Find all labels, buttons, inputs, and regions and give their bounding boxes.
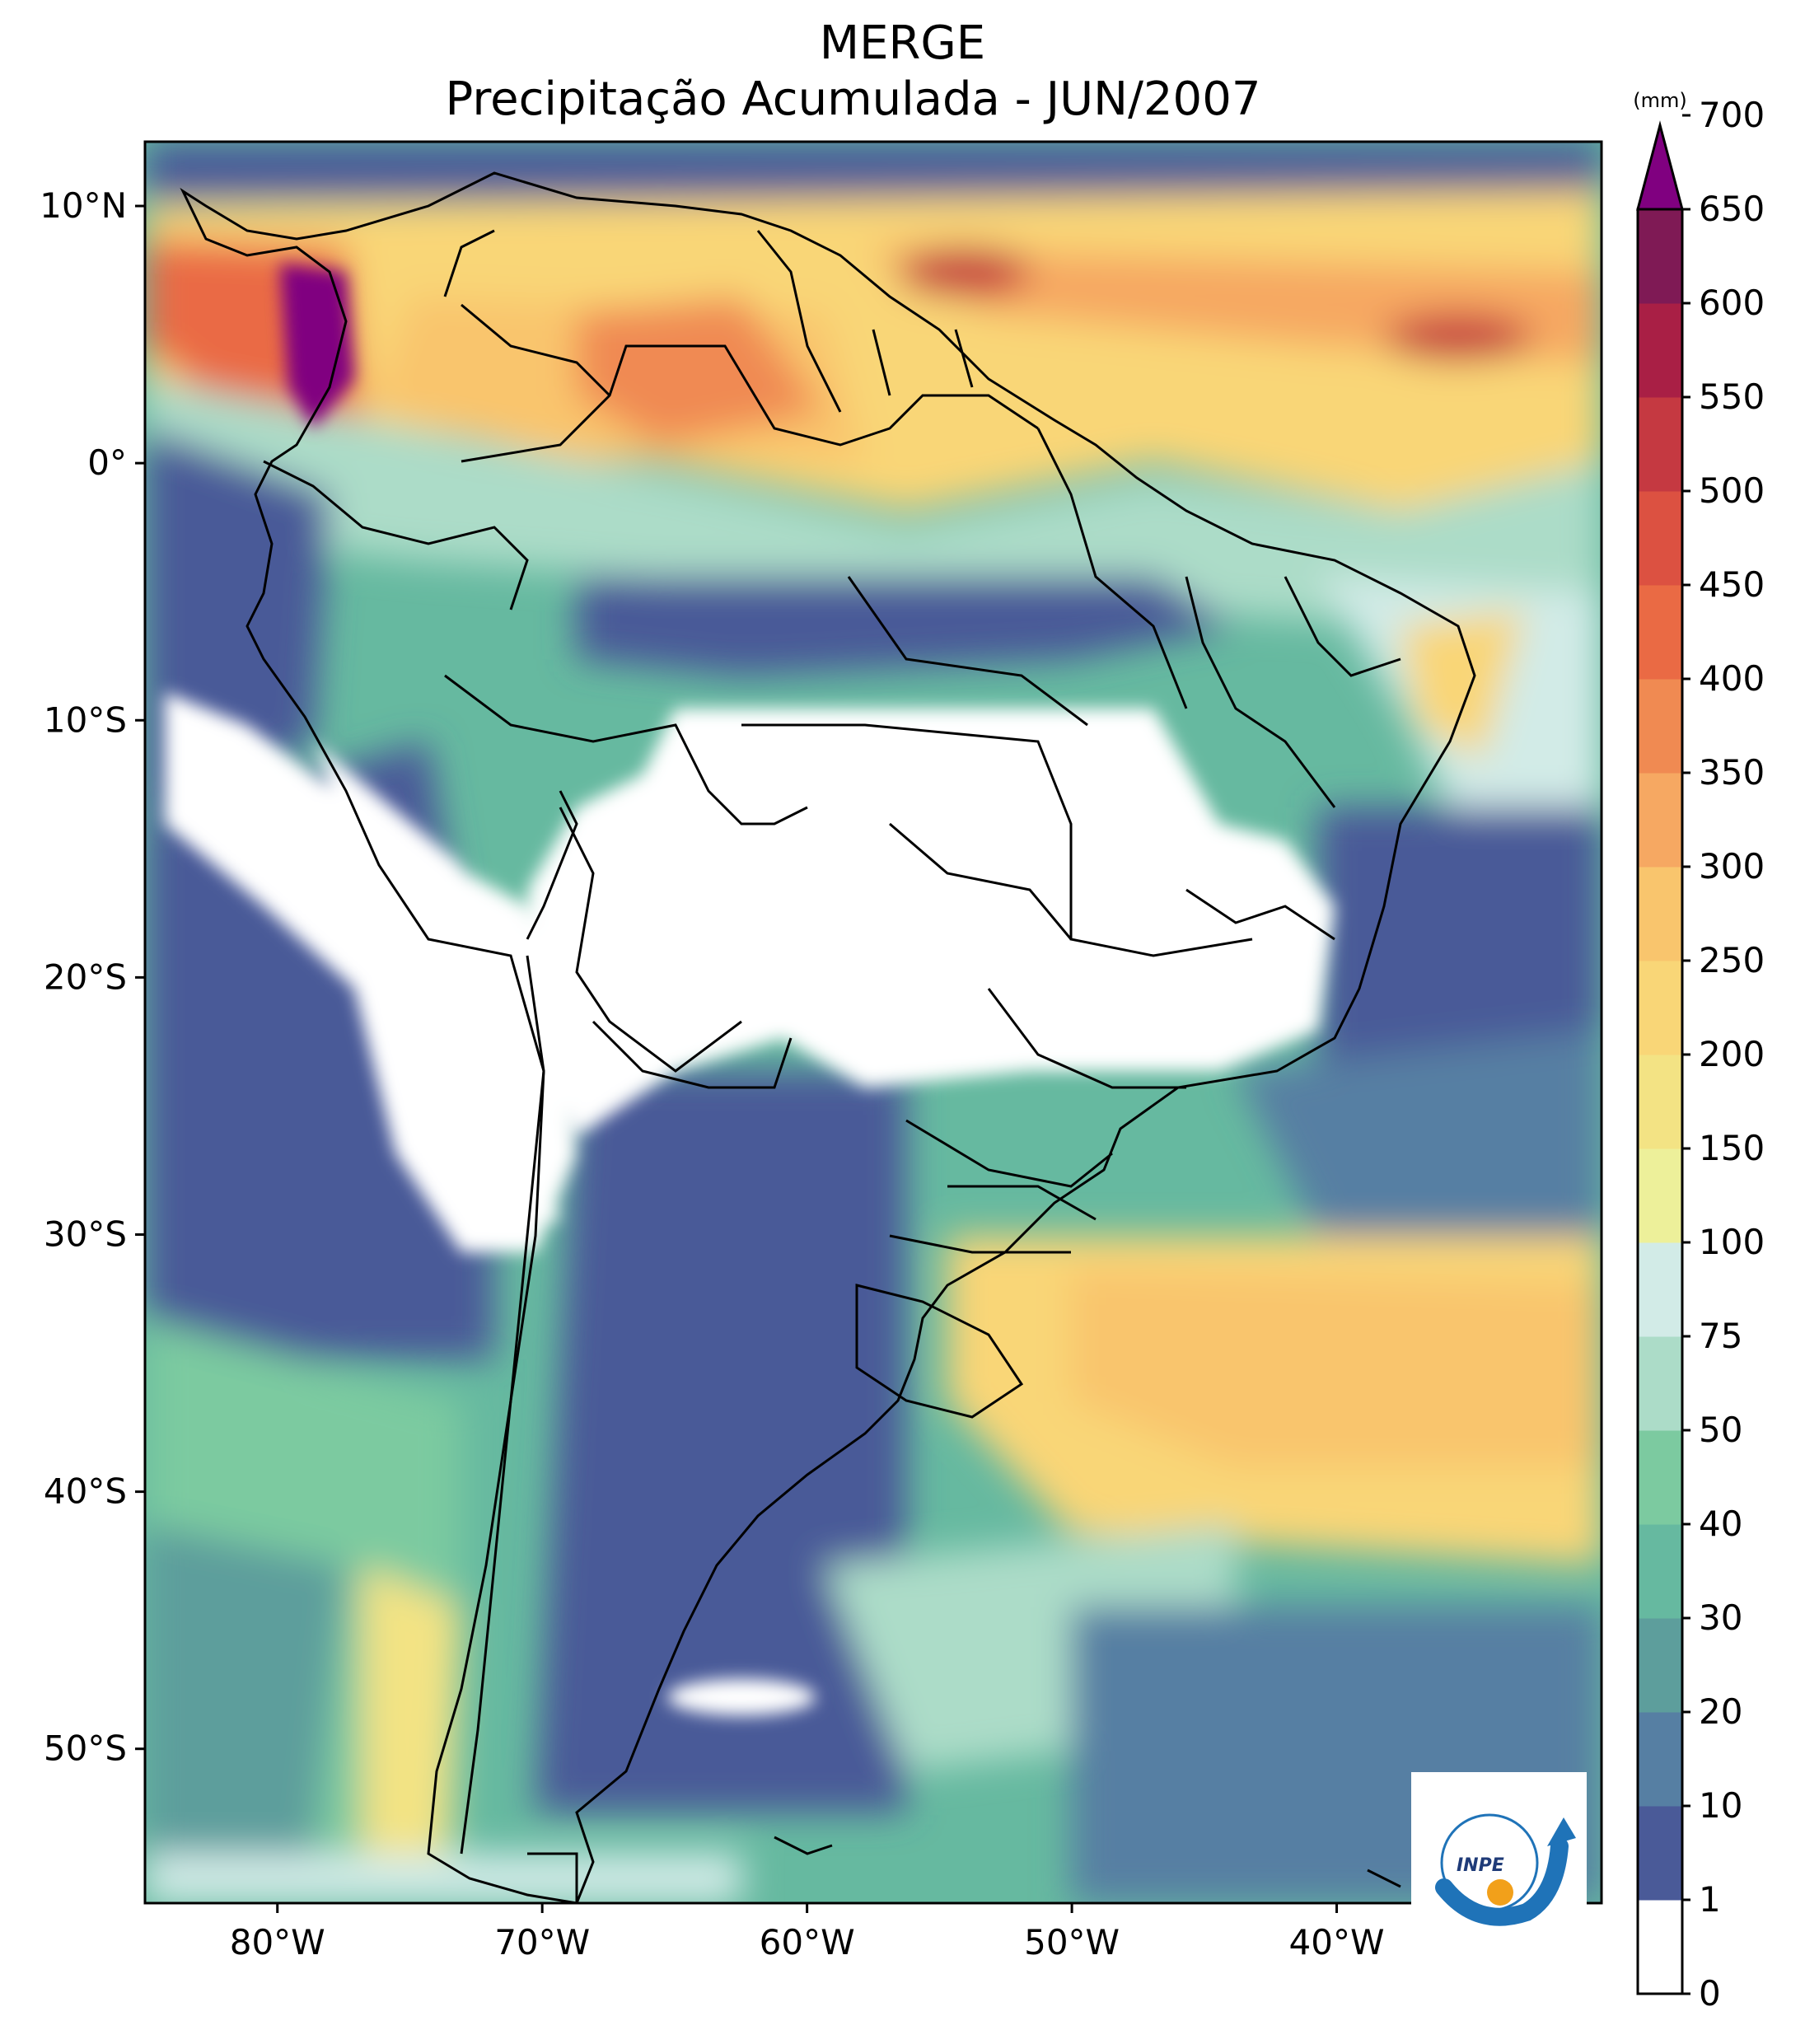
lat-tick-label: 10°S [44, 699, 127, 740]
colorbar-tick-label: 550 [1699, 377, 1765, 417]
colorbar-tick-label: 650 [1699, 189, 1765, 229]
colorbar-segment [1638, 1336, 1682, 1431]
border-states-2 [847, 576, 1088, 727]
border-bolivia [559, 807, 742, 1073]
colorbar-segment [1638, 867, 1682, 961]
colorbar-tick-label: 350 [1699, 752, 1765, 793]
colorbar-tick-label: 700 [1699, 95, 1765, 135]
lat-tick-label: 40°S [44, 1471, 127, 1512]
colorbar-segment [1638, 397, 1682, 492]
border-guianas [756, 230, 974, 413]
colorbar-tick-label: 450 [1699, 564, 1765, 605]
lon-tick-label: 60°W [760, 1922, 855, 1962]
colorbar-tick-label: 300 [1699, 846, 1765, 886]
colorbar-segment [1638, 491, 1682, 586]
colorbar-segment [1638, 1242, 1682, 1337]
border-states-7 [1185, 576, 1336, 808]
border-states-6 [905, 1119, 1113, 1188]
colorbar-tick-label: 1 [1699, 1879, 1721, 1920]
latitude-ticks: 10°N 0° 10°S 20°S 30°S 40°S 50°S [40, 185, 145, 1769]
border-states-5 [987, 988, 1186, 1089]
border-argentina-chile [460, 955, 545, 1855]
colorbar-segment [1638, 303, 1682, 398]
border-brazil-west [444, 674, 808, 826]
colorbar-tick-label: 100 [1699, 1222, 1765, 1262]
colorbar-tick-label: 75 [1699, 1316, 1742, 1356]
border-chile-bolivia [526, 790, 578, 940]
lat-tick-label: 20°S [44, 957, 127, 997]
logo-arrow-icon [1547, 1817, 1576, 1846]
colorbar-tick-label: 250 [1699, 940, 1765, 980]
colorbar-segment [1638, 1618, 1682, 1713]
lat-tick-label: 30°S [44, 1214, 127, 1254]
border-states-3 [741, 723, 1253, 957]
colorbar-tick-label: 0 [1699, 1973, 1721, 2014]
inpe-logo: INPE [1411, 1772, 1587, 1944]
colorbar-segment [1638, 585, 1682, 680]
colorbar-segment [1638, 773, 1682, 868]
colorbar-tick-label: 40 [1699, 1504, 1742, 1544]
colorbar-tick-label: 600 [1699, 283, 1765, 323]
precipitation-field [145, 142, 1602, 1903]
colorbar-frame [1636, 208, 1684, 1995]
border-colombia-venezuela [443, 229, 611, 397]
colorbar-tick-label: 150 [1699, 1128, 1765, 1168]
colorbar-tick-label: 10 [1699, 1785, 1742, 1826]
lon-tick-label: 80°W [230, 1922, 325, 1962]
south-atlantic-islands [774, 1836, 1401, 1888]
border-states-1 [1036, 428, 1188, 709]
colorbar-tick-label: 500 [1699, 470, 1765, 511]
border-states-9 [1185, 888, 1335, 941]
border-states-8 [1284, 576, 1401, 677]
colorbar-segment [1638, 1055, 1682, 1149]
colorbar-segment [1638, 1806, 1682, 1901]
logo-sun-icon [1487, 1879, 1513, 1906]
colorbar-segment [1638, 1430, 1682, 1525]
colorbar-segment [1638, 1900, 1682, 1995]
continent-outline [180, 171, 1476, 1903]
border-tierra-del-fuego [527, 1852, 578, 1903]
colorbar-segment [1638, 1148, 1682, 1243]
map-subtitle: Precipitação Acumulada - JUN/2007 [445, 72, 1261, 126]
colorbar-tick-label: 30 [1699, 1597, 1742, 1638]
colorbar-segment [1638, 1524, 1682, 1619]
lat-tick-label: 0° [87, 442, 127, 483]
map-frame [143, 140, 1603, 1905]
borders [180, 171, 1476, 1903]
logo-text: INPE [1457, 1855, 1504, 1876]
colorbar-tick-label: 200 [1699, 1034, 1765, 1074]
border-uruguay [855, 1284, 1024, 1419]
lat-tick-label: 10°N [40, 185, 127, 226]
colorbar-extend-arrow [1636, 120, 1684, 211]
colorbar-tick-label: 20 [1699, 1691, 1742, 1732]
border-peru-ecuador [263, 460, 529, 610]
border-states-11 [889, 1234, 1071, 1254]
border-brazil-north [461, 344, 1039, 463]
lon-tick-label: 70°W [494, 1922, 590, 1962]
colorbar-tick-label: 400 [1699, 658, 1765, 699]
lon-tick-label: 40°W [1289, 1922, 1385, 1962]
border-states-4 [889, 822, 1073, 940]
colorbar-tick-label: 50 [1699, 1410, 1742, 1450]
colorbar: 0 1 10 20 30 40 50 75 100 150 200 250 300 350 400 450 50… [1636, 95, 1765, 2014]
map-title: MERGE [819, 16, 986, 70]
colorbar-segment [1638, 209, 1682, 304]
border-states-10 [947, 1185, 1097, 1221]
border-paraguay [592, 1020, 793, 1089]
longitude-ticks: 80°W 70°W 60°W 50°W 40°W [230, 1903, 1385, 1962]
colorbar-unit: (mm) [1633, 89, 1686, 112]
colorbar-segment [1638, 679, 1682, 774]
logo-swoosh-icon [1435, 1837, 1569, 1926]
colorbar-segment [1638, 1712, 1682, 1807]
lon-tick-label: 50°W [1024, 1922, 1120, 1962]
lat-tick-label: 50°S [44, 1728, 127, 1769]
colorbar-segment [1638, 961, 1682, 1055]
